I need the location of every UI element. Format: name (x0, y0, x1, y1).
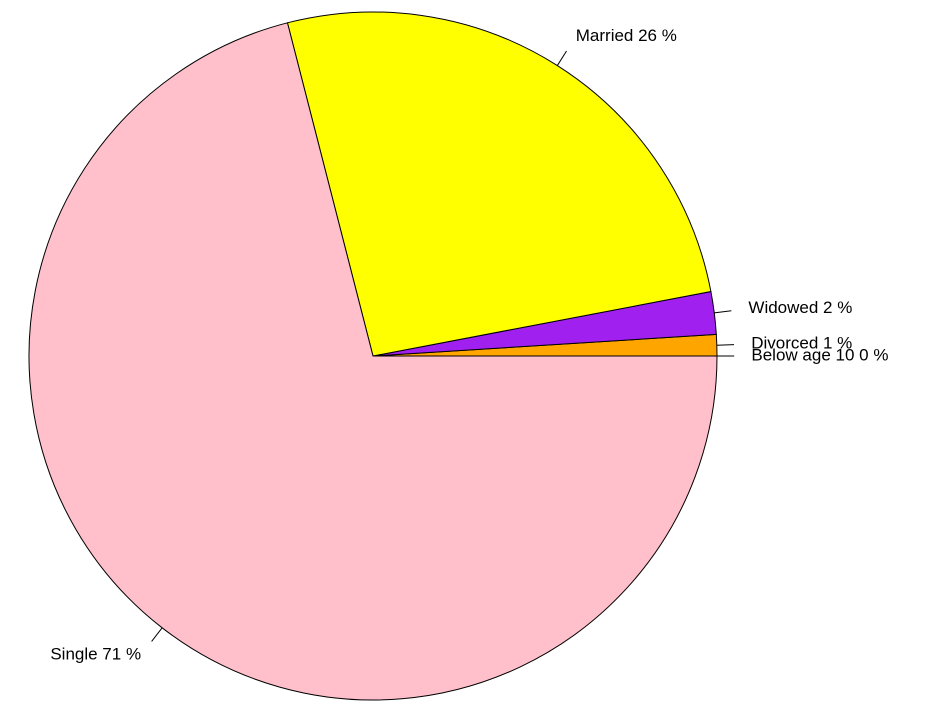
label-leader (716, 344, 735, 346)
pie-slice (286, 11, 712, 357)
label-leader (714, 310, 732, 314)
label-leader (556, 50, 567, 66)
slice-label: Single 71 % (50, 644, 141, 663)
slice-label: Divorced 1 % (751, 334, 852, 353)
slice-label: Married 26 % (576, 26, 677, 45)
slice-label: Widowed 2 % (748, 298, 852, 317)
label-leader (151, 627, 163, 642)
slice-label: Below age 10 0 % (751, 345, 888, 364)
